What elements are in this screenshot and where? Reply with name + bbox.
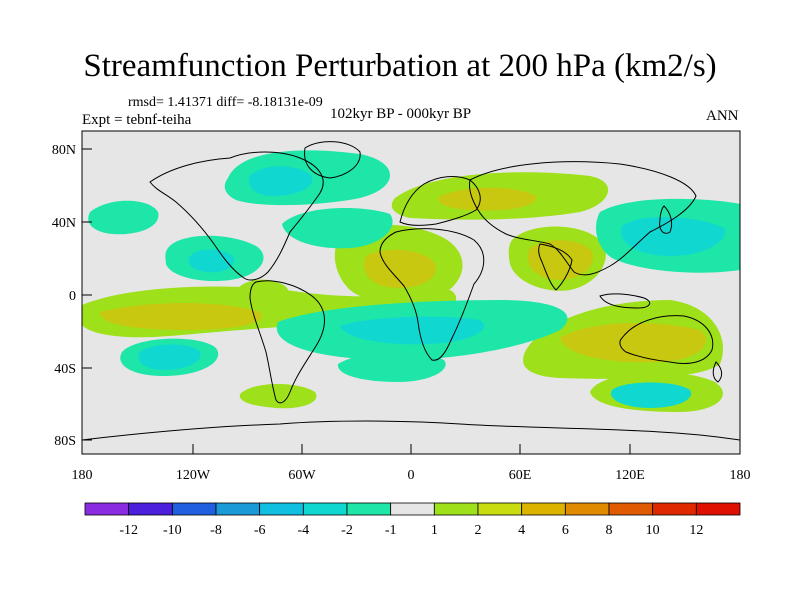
colorbar xyxy=(84,502,741,516)
pos-core-india xyxy=(527,240,594,280)
lat-label: 40S xyxy=(54,362,76,377)
longitude-labels: 180 120W 60W 0 60E 120E 180 xyxy=(72,468,751,483)
colorbar-label: 1 xyxy=(431,523,438,538)
colorbar-label: 10 xyxy=(646,523,660,538)
colorbar-box xyxy=(390,502,435,516)
colorbar-label: 12 xyxy=(689,523,703,538)
longitude-axis xyxy=(192,444,631,454)
neg-region-southern-ocean-east xyxy=(337,352,446,382)
latitude-axis xyxy=(82,148,92,441)
neg-core-south-pacific-east xyxy=(610,382,692,408)
neg-core-west-pacific xyxy=(621,217,725,256)
coastlines xyxy=(82,141,740,441)
lat-label: 80S xyxy=(54,434,76,449)
positive-anomaly-cores xyxy=(100,187,707,363)
colorbar-box xyxy=(128,502,173,516)
colorbar-box xyxy=(564,502,610,516)
neg-core-southern-tropics xyxy=(340,316,485,345)
coast-new-zealand xyxy=(712,361,723,383)
coast-south-america xyxy=(249,280,325,404)
lat-label: 40N xyxy=(52,216,76,231)
colorbar-box xyxy=(259,502,304,516)
colorbar-label: -10 xyxy=(163,523,182,538)
lon-label: 180 xyxy=(72,468,93,483)
colorbar-label: -6 xyxy=(254,523,266,538)
rmsd-diff-stats: rmsd= 1.41371 diff= -8.18131e-09 xyxy=(128,95,323,110)
colorbar-box xyxy=(171,502,217,516)
coast-africa xyxy=(379,228,485,361)
lon-label: 60E xyxy=(509,468,532,483)
coast-antarctica xyxy=(82,420,740,441)
colorbar-label: -8 xyxy=(210,523,222,538)
colorbar-box xyxy=(433,502,479,516)
colorbar-label: 2 xyxy=(475,523,482,538)
colorbar-labels: -12 -10 -8 -6 -4 -2 -1 1 2 4 6 8 10 12 xyxy=(119,523,703,538)
neg-region-atlantic-north xyxy=(282,208,393,249)
coast-indonesia xyxy=(599,293,651,309)
coast-asia xyxy=(469,161,697,276)
colorbar-box xyxy=(477,502,523,516)
colorbar-label: 6 xyxy=(562,523,569,538)
pos-core-australia xyxy=(560,323,707,363)
neg-core-south-pacific-west xyxy=(138,344,201,370)
coast-japan xyxy=(659,205,673,234)
colorbar-label: -2 xyxy=(341,523,353,538)
colorbar-box xyxy=(695,502,741,516)
colorbar-label: -4 xyxy=(297,523,309,538)
colorbar-box xyxy=(521,502,566,516)
coast-greenland xyxy=(304,141,361,179)
coast-india xyxy=(538,243,573,291)
season-label: ANN xyxy=(706,108,739,124)
colorbar-box xyxy=(302,502,348,516)
pos-core-eurasia xyxy=(438,187,537,211)
latitude-labels: 80N 40N 0 40S 80S xyxy=(52,143,76,449)
map-panel xyxy=(82,131,740,454)
lon-label: 60W xyxy=(288,468,316,483)
colorbar-label: 8 xyxy=(606,523,613,538)
coast-europe xyxy=(399,176,481,226)
pos-region-caribbean xyxy=(235,279,290,306)
lat-label: 80N xyxy=(52,143,76,158)
neg-core-east-pacific xyxy=(188,249,235,273)
coast-australia xyxy=(619,315,714,364)
lon-label: 180 xyxy=(730,468,751,483)
lat-label: 0 xyxy=(69,289,76,304)
colorbar-label: 4 xyxy=(518,523,525,538)
plot-title: Streamfunction Perturbation at 200 hPa (… xyxy=(83,48,717,84)
pos-core-tropics-west xyxy=(100,303,262,330)
pos-region-south-america-tip xyxy=(239,384,317,409)
lon-label: 0 xyxy=(408,468,415,483)
colorbar-label: -1 xyxy=(385,523,397,538)
colorbar-box xyxy=(84,502,130,516)
colorbar-box xyxy=(608,502,654,516)
neg-region-north-pacific xyxy=(88,200,159,235)
colorbar-label: -12 xyxy=(119,523,138,538)
colorbar-box xyxy=(652,502,697,516)
lon-label: 120W xyxy=(176,468,211,483)
colorbar-box xyxy=(215,502,261,516)
negative-anomaly-cores xyxy=(138,166,725,408)
colorbar-box xyxy=(346,502,392,516)
period-label: 102kyr BP - 000kyr BP xyxy=(330,106,472,122)
coast-north-america xyxy=(149,151,324,281)
lon-label: 120E xyxy=(615,468,645,483)
experiment-label: Expt = tebnf-teiha xyxy=(82,112,192,128)
neg-core-north-america xyxy=(249,166,313,196)
